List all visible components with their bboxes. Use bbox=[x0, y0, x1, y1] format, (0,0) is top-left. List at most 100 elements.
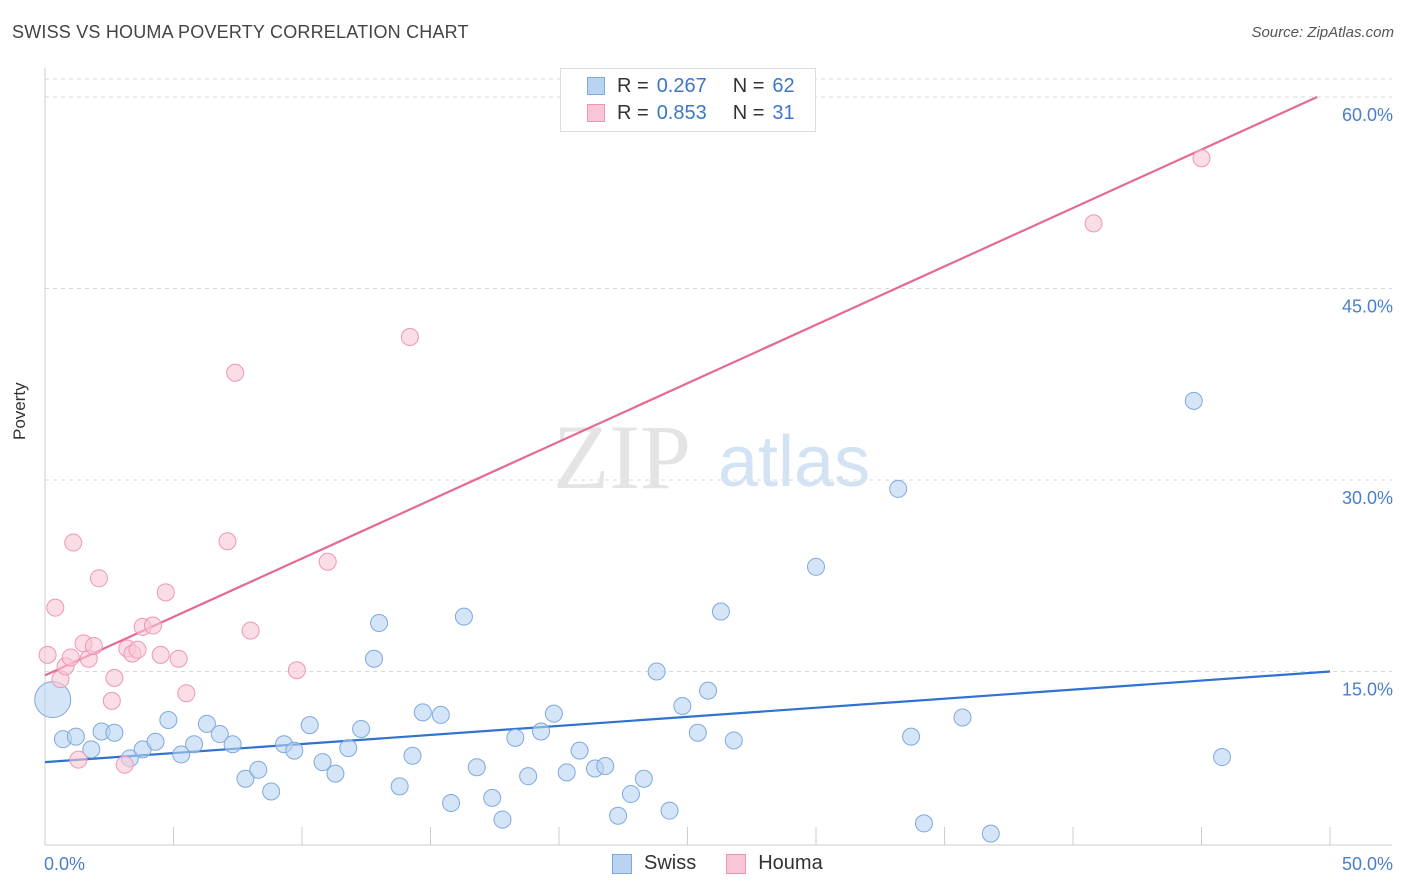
houma-point bbox=[105, 668, 124, 687]
n-value: 62 bbox=[772, 74, 795, 97]
stats-legend: R = 0.267 N = 62 R = 0.853 N = 31 bbox=[560, 68, 816, 132]
swiss-trend-line bbox=[44, 670, 1331, 764]
houma-swatch bbox=[587, 104, 605, 122]
swiss-point bbox=[262, 782, 281, 801]
swiss-point bbox=[285, 741, 304, 760]
swiss-point bbox=[249, 760, 268, 779]
source-label: Source: ZipAtlas.com bbox=[1251, 24, 1394, 41]
houma-point bbox=[169, 649, 188, 668]
houma-point bbox=[241, 621, 260, 640]
swiss-point bbox=[621, 785, 640, 804]
swiss-point bbox=[185, 735, 204, 754]
swiss-point bbox=[210, 725, 229, 744]
n-label: N = bbox=[732, 74, 765, 97]
swiss-point bbox=[483, 788, 502, 807]
swiss-point bbox=[82, 740, 101, 759]
houma-point bbox=[89, 569, 108, 588]
swiss-point bbox=[711, 602, 730, 621]
watermark: ZIP atlas bbox=[553, 406, 870, 508]
houma-point bbox=[128, 640, 147, 659]
swiss-point bbox=[390, 777, 409, 796]
watermark-zip: ZIP bbox=[553, 406, 691, 508]
houma-point bbox=[1084, 214, 1103, 233]
swiss-point bbox=[673, 696, 692, 715]
swiss-point bbox=[688, 723, 707, 742]
swiss-point bbox=[724, 731, 743, 750]
houma-point bbox=[64, 533, 83, 552]
houma-point bbox=[1192, 149, 1211, 168]
houma-point bbox=[177, 684, 196, 703]
houma-point bbox=[115, 755, 134, 774]
stats-row-swiss: R = 0.267 N = 62 bbox=[587, 74, 795, 98]
swiss-point bbox=[981, 824, 1000, 843]
swiss-point bbox=[442, 793, 461, 812]
swiss-point bbox=[902, 727, 921, 746]
swiss-point bbox=[1184, 391, 1203, 410]
swiss-point bbox=[493, 810, 512, 829]
y-axis-label: Poverty bbox=[10, 382, 29, 440]
swiss-point bbox=[557, 763, 576, 782]
houma-point bbox=[226, 363, 245, 382]
swiss-point bbox=[197, 714, 216, 733]
legend-item-swiss[interactable]: Swiss bbox=[612, 852, 696, 875]
houma-point bbox=[38, 645, 57, 664]
swiss-point bbox=[403, 746, 422, 765]
stats-row-houma: R = 0.853 N = 31 bbox=[587, 101, 795, 125]
houma-point bbox=[151, 645, 170, 664]
swiss-point bbox=[519, 767, 538, 786]
x-tick-label: 50.0% bbox=[1342, 854, 1393, 874]
r-value: 0.267 bbox=[656, 74, 707, 97]
swiss-point bbox=[532, 722, 551, 741]
y-tick-label: 30.0% bbox=[1342, 488, 1393, 508]
swiss-point bbox=[339, 739, 358, 758]
swiss-swatch bbox=[612, 853, 632, 874]
houma-point bbox=[102, 691, 121, 710]
n-value: 31 bbox=[772, 101, 795, 124]
swiss-point bbox=[236, 769, 255, 788]
swiss-point bbox=[34, 681, 72, 719]
swiss-point bbox=[660, 801, 679, 820]
houma-point bbox=[143, 616, 162, 635]
swiss-point bbox=[914, 814, 933, 833]
swiss-point bbox=[370, 613, 389, 632]
swiss-point bbox=[889, 479, 908, 498]
swiss-point bbox=[326, 764, 345, 783]
watermark-atlas: atlas bbox=[718, 422, 870, 502]
houma-point bbox=[61, 648, 80, 667]
legend-item-houma[interactable]: Houma bbox=[726, 852, 823, 875]
x-tick-label: 0.0% bbox=[44, 854, 85, 874]
r-label: R = bbox=[617, 74, 649, 97]
houma-point bbox=[218, 532, 237, 551]
swiss-point bbox=[544, 704, 563, 723]
trend-lines bbox=[44, 95, 1331, 764]
houma-point bbox=[318, 552, 337, 571]
swiss-swatch bbox=[587, 77, 605, 95]
r-value: 0.853 bbox=[656, 101, 707, 124]
data-points bbox=[34, 149, 1232, 843]
swiss-point bbox=[352, 719, 371, 738]
swiss-point bbox=[506, 728, 525, 747]
swiss-point bbox=[699, 681, 718, 700]
houma-point bbox=[46, 598, 65, 617]
swiss-point bbox=[807, 557, 825, 576]
swiss-point bbox=[634, 769, 653, 788]
houma-swatch bbox=[726, 853, 747, 874]
swiss-point bbox=[105, 723, 124, 742]
houma-point bbox=[400, 328, 419, 347]
swiss-point bbox=[172, 745, 191, 764]
houma-trend-line bbox=[44, 95, 1318, 677]
tick-labels: 15.0% 30.0% 45.0% 60.0% 0.0% 50.0% bbox=[44, 105, 1393, 874]
swiss-point bbox=[467, 758, 486, 777]
swiss-point bbox=[223, 735, 242, 754]
swiss-point bbox=[159, 711, 178, 730]
y-tick-label: 60.0% bbox=[1342, 105, 1393, 125]
legend-label-houma: Houma bbox=[758, 852, 823, 874]
y-tick-label: 15.0% bbox=[1342, 680, 1393, 700]
swiss-point bbox=[1213, 748, 1232, 767]
swiss-point bbox=[413, 703, 432, 722]
houma-point bbox=[156, 583, 175, 602]
swiss-point bbox=[313, 753, 332, 772]
n-label: N = bbox=[732, 101, 765, 124]
swiss-point bbox=[609, 806, 628, 825]
y-tick-label: 45.0% bbox=[1342, 297, 1393, 317]
